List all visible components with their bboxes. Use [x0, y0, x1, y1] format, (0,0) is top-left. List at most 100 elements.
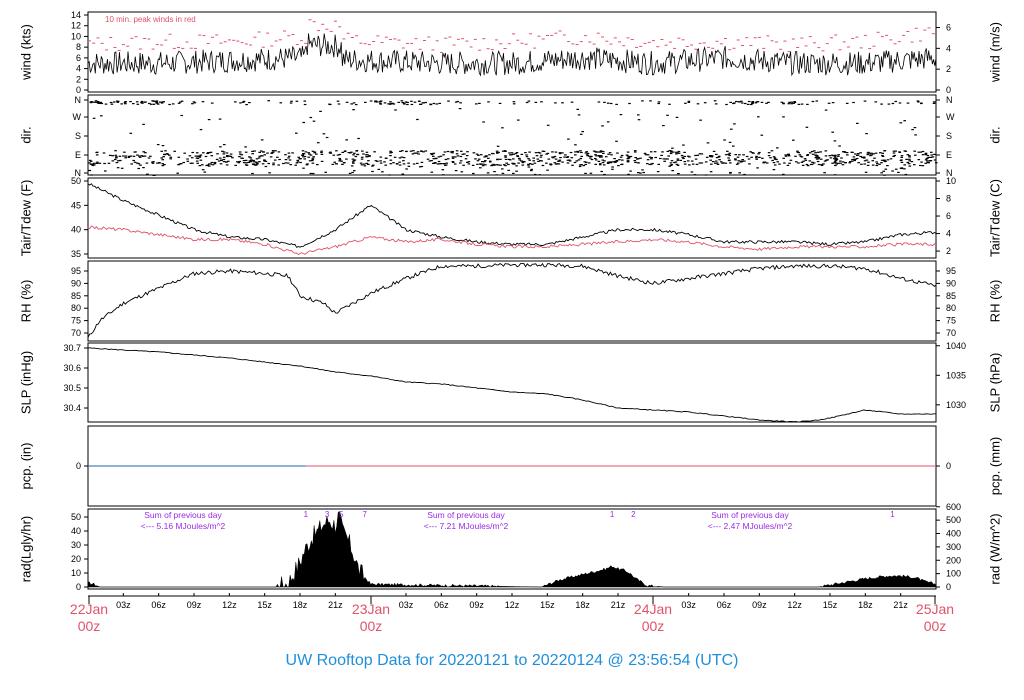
- dir-point: [585, 154, 589, 156]
- x-tick-label: 18z: [575, 600, 590, 610]
- dir-point: [234, 164, 237, 166]
- dir-point: [841, 161, 845, 163]
- dir-point: [703, 102, 707, 104]
- dir-point: [343, 150, 347, 152]
- dir-point: [558, 153, 562, 155]
- dir-point: [606, 121, 610, 123]
- dir-point: [770, 150, 774, 152]
- dir-point: [282, 162, 285, 165]
- y-tick-label-left: 12: [71, 21, 81, 31]
- dir-point: [715, 157, 719, 159]
- dir-point: [143, 101, 147, 103]
- dir-point: [735, 100, 738, 103]
- dir-point: [104, 170, 107, 172]
- dir-point: [911, 129, 914, 131]
- dir-point: [109, 101, 113, 104]
- y-tick-label-right: 10: [946, 176, 956, 186]
- dir-point: [696, 154, 700, 156]
- dir-point: [142, 151, 145, 153]
- dir-point: [389, 155, 392, 157]
- dir-point: [698, 153, 702, 155]
- dir-point: [650, 157, 653, 159]
- dir-point: [357, 137, 360, 140]
- dir-point: [404, 101, 408, 103]
- dir-point: [649, 100, 652, 102]
- dir-point: [834, 154, 837, 156]
- dir-point: [634, 150, 637, 152]
- y-tick-label-left: W: [73, 112, 82, 122]
- dir-point: [138, 155, 141, 157]
- dir-point: [459, 160, 463, 162]
- dir-point: [146, 173, 149, 175]
- dir-point: [757, 153, 760, 155]
- dir-point: [762, 162, 765, 164]
- dir-point: [239, 102, 242, 104]
- dir-point: [432, 102, 436, 105]
- dir-point: [839, 160, 842, 162]
- dir-point: [467, 163, 471, 165]
- dir-point: [628, 102, 631, 105]
- dir-point: [215, 158, 219, 160]
- dir-point: [898, 102, 902, 104]
- dir-point: [441, 169, 445, 171]
- dir-point: [930, 151, 933, 153]
- dir-point: [311, 172, 315, 175]
- dir-point: [290, 100, 293, 102]
- dir-point: [841, 164, 845, 166]
- dir-point: [493, 164, 496, 166]
- dir-point: [439, 155, 443, 157]
- dir-point: [424, 150, 428, 152]
- dir-point: [696, 103, 700, 105]
- dir-point: [140, 155, 144, 157]
- dir-point: [504, 158, 508, 160]
- dir-point: [809, 163, 813, 166]
- dir-point: [303, 100, 307, 102]
- dir-point: [496, 158, 499, 160]
- x-tick-label: 12z: [222, 600, 237, 610]
- dir-point: [721, 162, 724, 164]
- dir-point: [348, 172, 352, 174]
- dir-point: [833, 140, 837, 142]
- dir-point: [444, 164, 447, 166]
- dir-point: [748, 163, 751, 165]
- dir-point: [576, 151, 580, 153]
- dir-point: [436, 163, 440, 165]
- dir-point: [579, 157, 583, 160]
- dir-point: [276, 156, 279, 158]
- y-tick-label-left: 50: [71, 512, 81, 522]
- dir-point: [406, 101, 409, 103]
- dir-point: [634, 157, 637, 159]
- dir-point: [451, 150, 454, 153]
- dir-point: [600, 156, 603, 158]
- dir-point: [149, 103, 153, 105]
- dir-point: [830, 154, 834, 156]
- dir-point: [773, 164, 777, 166]
- dir-point: [831, 102, 835, 104]
- dir-point: [413, 152, 417, 154]
- dir-point: [247, 161, 250, 164]
- dir-point: [857, 162, 860, 164]
- dir-point: [472, 152, 476, 154]
- dir-point: [422, 102, 425, 104]
- dir-point: [556, 163, 559, 165]
- dir-point: [564, 154, 567, 156]
- dir-point: [351, 171, 354, 174]
- dir-point: [320, 150, 323, 152]
- dir-point: [576, 108, 579, 110]
- dir-point: [390, 151, 393, 153]
- dir-point: [654, 156, 657, 159]
- dir-point: [491, 152, 494, 155]
- dir-point: [903, 120, 906, 122]
- dir-point: [359, 162, 363, 164]
- dir-point: [168, 154, 171, 156]
- dir-point: [710, 155, 714, 157]
- dir-point: [248, 156, 251, 158]
- dir-point: [876, 163, 879, 165]
- dir-point: [432, 152, 436, 154]
- dir-point: [613, 158, 616, 160]
- dir-point: [476, 160, 480, 162]
- dir-point: [786, 164, 790, 166]
- dir-point: [558, 159, 562, 161]
- dir-point: [201, 164, 204, 166]
- dir-point: [286, 162, 290, 164]
